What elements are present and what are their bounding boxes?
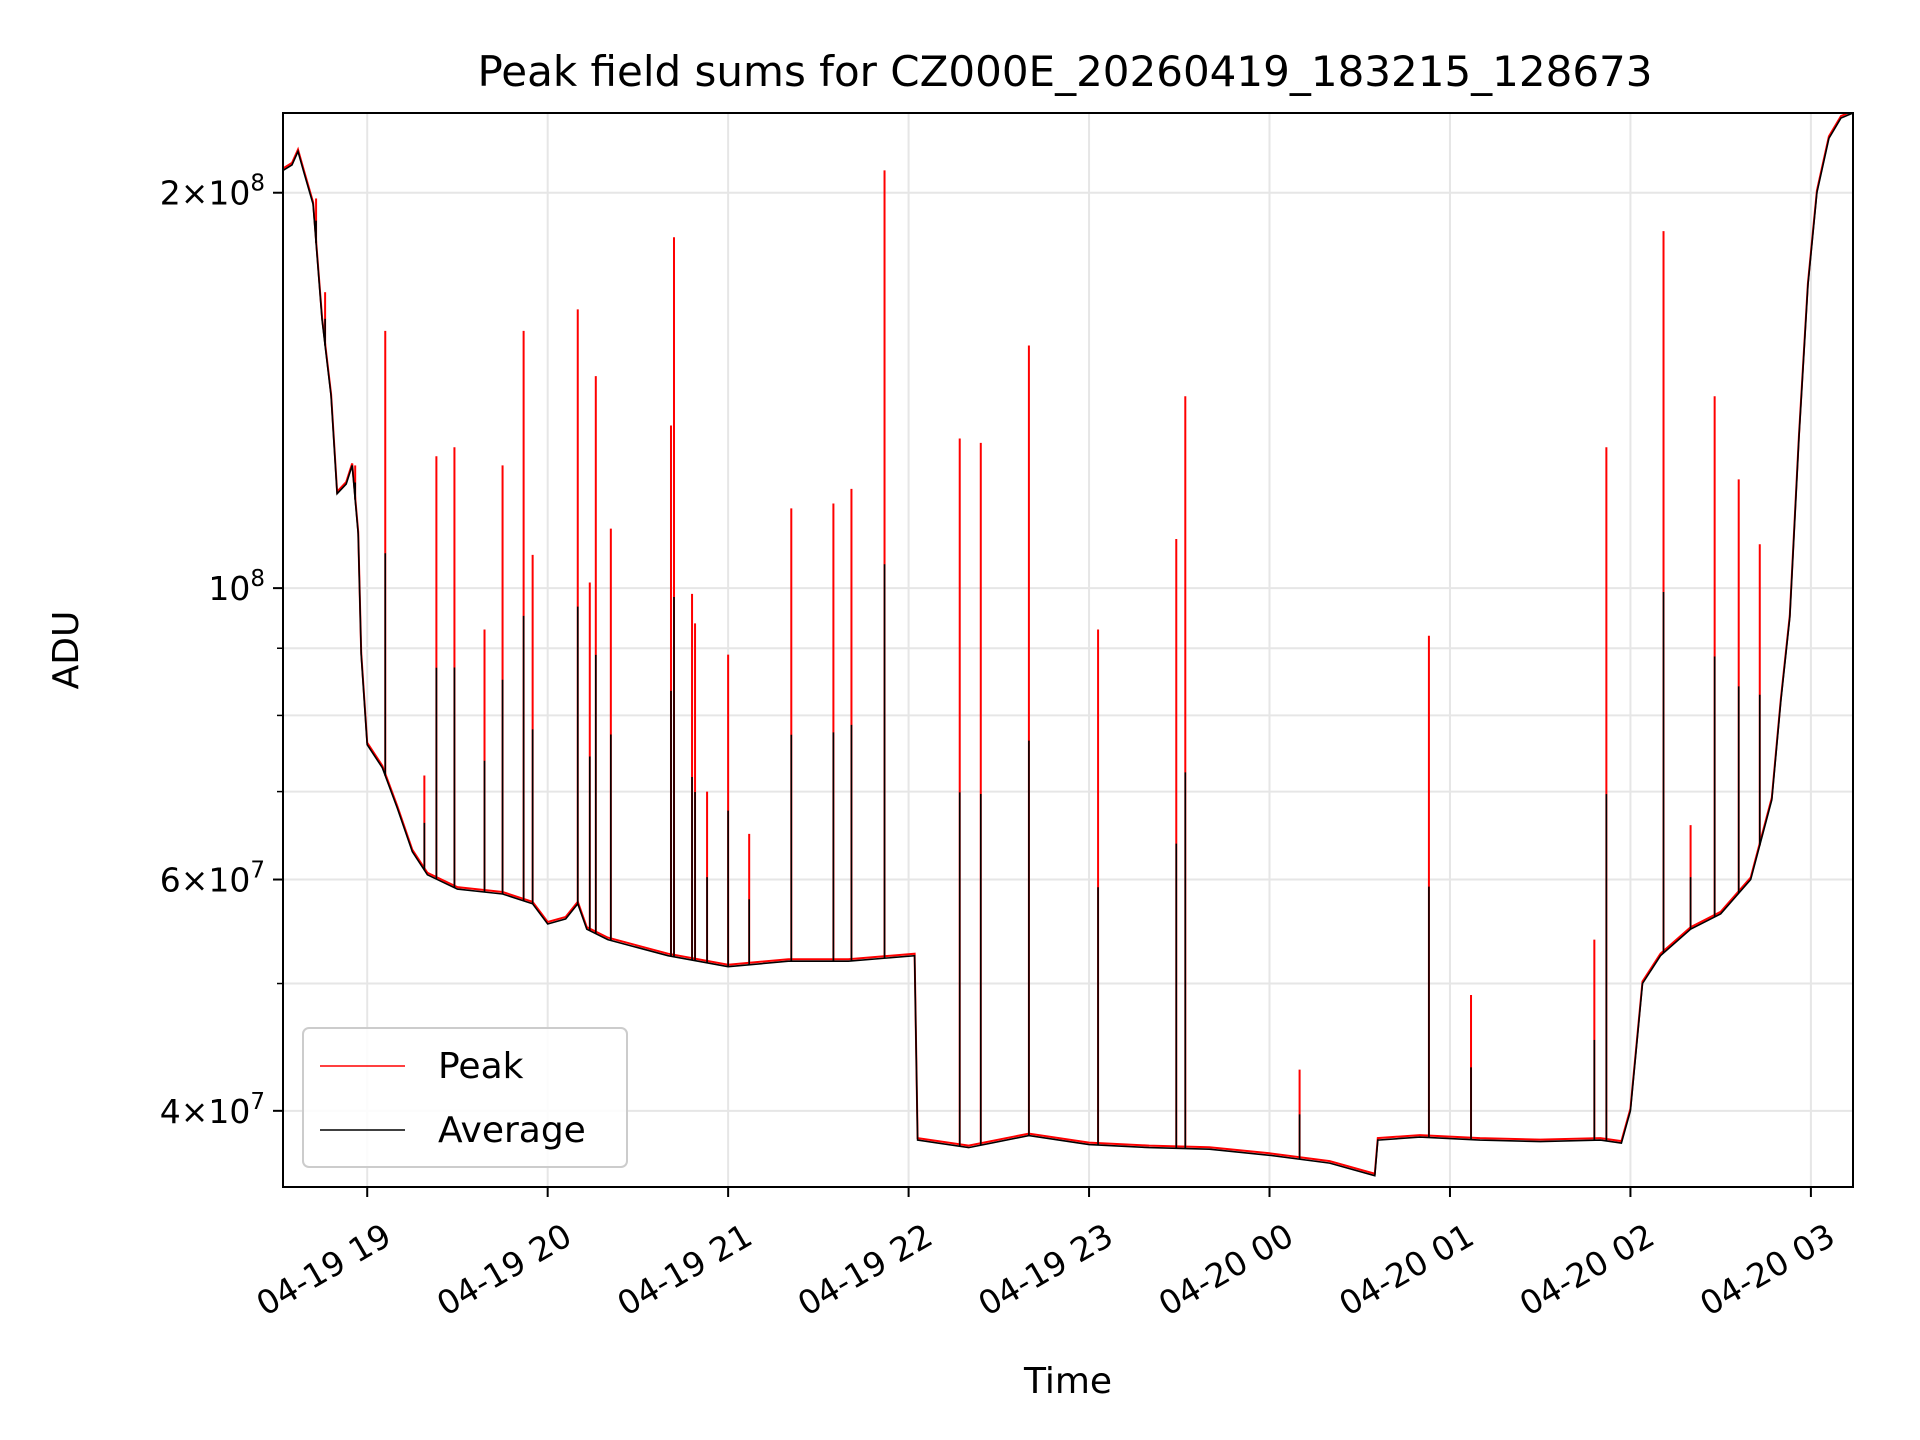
- y-tick-label: 6×107: [160, 858, 265, 900]
- average-series-line: [283, 113, 1853, 1177]
- x-axis-title: Time: [1023, 1361, 1112, 1402]
- grid: [283, 113, 1853, 1187]
- y-tick-label: 4×107: [160, 1089, 265, 1131]
- y-tick-label: 108: [208, 566, 265, 608]
- y-axis: 4×107 6×107 108 2×108: [160, 171, 283, 1131]
- y-tick-label: 2×108: [160, 171, 265, 213]
- series-layer: [283, 113, 1853, 1177]
- legend-label-average: Average: [438, 1110, 586, 1151]
- y-axis-title: ADU: [46, 611, 87, 690]
- chart-title: Peak field sums for CZ000E_20260419_1832…: [477, 47, 1652, 96]
- legend-label-peak: Peak: [438, 1046, 524, 1087]
- legend: Peak Average: [302, 1027, 628, 1168]
- plot-frame: [282, 112, 1854, 1188]
- legend-box: [302, 1027, 628, 1168]
